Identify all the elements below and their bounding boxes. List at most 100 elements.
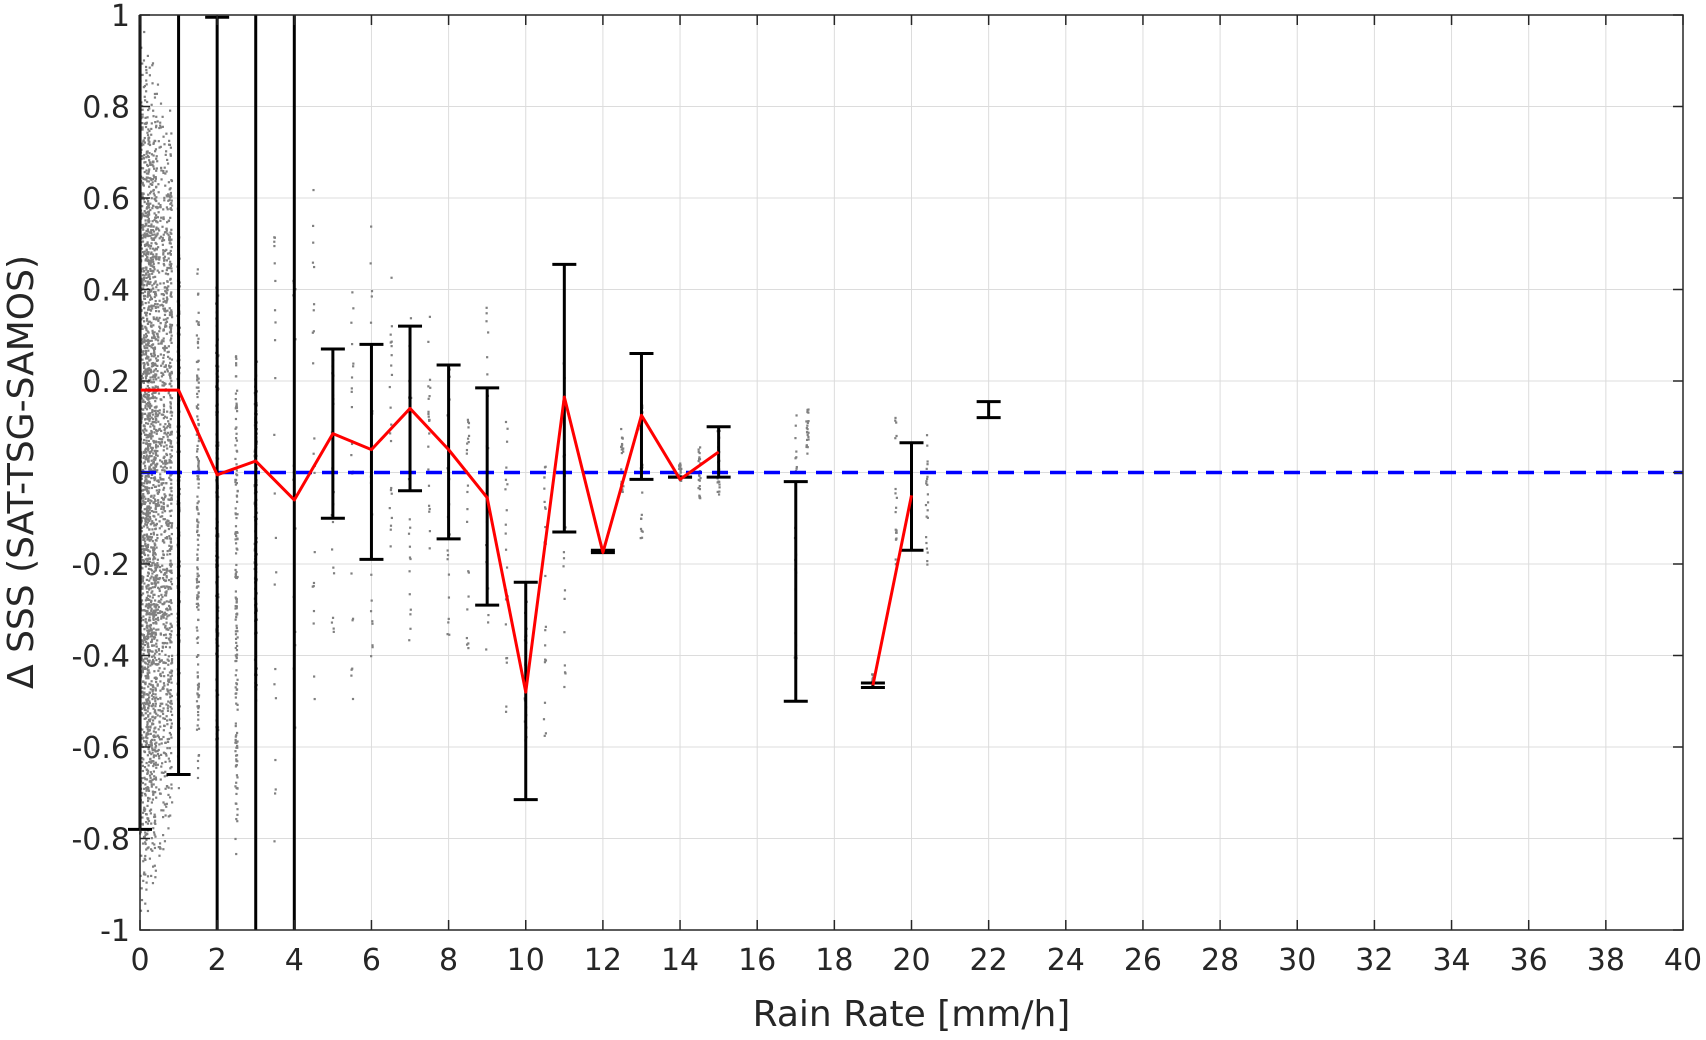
scatter-point	[147, 221, 150, 224]
scatter-point	[170, 445, 174, 448]
scatter-point	[925, 536, 928, 539]
scatter-point	[159, 126, 163, 129]
scatter-point	[165, 426, 168, 429]
scatter-point	[167, 815, 170, 818]
scatter-point	[142, 214, 145, 217]
scatter-point	[165, 571, 168, 574]
scatter-point	[159, 219, 162, 222]
scatter-point	[142, 740, 146, 743]
scatter-point	[160, 496, 164, 499]
scatter-point	[143, 666, 146, 669]
scatter-point	[157, 619, 160, 622]
scatter-point	[639, 537, 642, 540]
scatter-point	[330, 621, 334, 624]
scatter-point	[170, 502, 173, 505]
scatter-point	[154, 465, 158, 468]
scatter-point	[196, 268, 199, 271]
scatter-point	[154, 299, 157, 303]
scatter-point	[926, 509, 929, 512]
scatter-point	[197, 323, 201, 326]
scatter-point	[465, 448, 469, 452]
scatter-point	[154, 553, 157, 556]
scatter-point	[147, 203, 150, 207]
scatter-point	[196, 530, 199, 534]
scatter-point	[147, 202, 150, 205]
scatter-point	[562, 551, 566, 554]
scatter-point	[165, 150, 168, 153]
scatter-point	[427, 445, 430, 448]
scatter-point	[151, 865, 155, 868]
scatter-point	[162, 328, 165, 331]
scatter-point	[165, 433, 168, 436]
scatter-point	[154, 175, 157, 179]
scatter-point	[805, 420, 808, 423]
scatter-point	[150, 781, 153, 784]
scatter-point	[150, 153, 154, 156]
scatter-point	[140, 157, 143, 161]
scatter-point	[141, 603, 144, 606]
scatter-point	[234, 596, 237, 599]
scatter-point	[160, 178, 163, 181]
scatter-point	[147, 172, 150, 175]
scatter-point	[805, 438, 809, 442]
scatter-point	[234, 532, 237, 535]
scatter-point	[141, 502, 144, 506]
scatter-point	[147, 491, 150, 494]
scatter-point	[152, 603, 156, 606]
scatter-point	[161, 564, 164, 567]
scatter-point	[168, 535, 171, 538]
scatter-point	[157, 647, 160, 651]
scatter-point	[146, 317, 149, 320]
scatter-point	[152, 460, 155, 464]
scatter-point	[351, 291, 354, 294]
scatter-point	[148, 129, 151, 133]
scatter-point	[168, 307, 171, 310]
scatter-point	[141, 351, 144, 354]
scatter-point	[170, 630, 173, 633]
scatter-point	[142, 59, 146, 62]
scatter-point	[154, 305, 157, 309]
scatter-point	[170, 532, 173, 536]
scatter-point	[148, 744, 152, 747]
scatter-point	[166, 266, 169, 270]
scatter-point	[154, 418, 158, 421]
scatter-point	[197, 422, 200, 426]
scatter-point	[197, 654, 200, 657]
scatter-point	[196, 457, 199, 460]
scatter-point	[149, 532, 153, 536]
scatter-point	[149, 290, 153, 293]
scatter-point	[158, 316, 161, 320]
scatter-point	[141, 728, 144, 731]
scatter-point	[157, 736, 161, 739]
scatter-point	[170, 752, 173, 755]
scatter-point	[158, 412, 161, 415]
scatter-point	[151, 751, 154, 754]
scatter-point	[150, 251, 153, 254]
scatter-point	[153, 197, 156, 201]
scatter-point	[159, 121, 162, 124]
scatter-point	[145, 848, 148, 851]
scatter-point	[158, 589, 161, 593]
scatter-point	[162, 300, 165, 303]
scatter-point	[145, 621, 148, 624]
scatter-point	[197, 482, 200, 485]
scatter-point	[168, 422, 171, 425]
scatter-point	[164, 249, 167, 253]
scatter-point	[169, 710, 173, 713]
scatter-point	[427, 504, 431, 507]
scatter-point	[151, 364, 155, 367]
scatter-point	[146, 505, 149, 508]
scatter-point	[145, 334, 148, 338]
scatter-point	[140, 887, 143, 890]
scatter-point	[147, 543, 150, 546]
scatter-point	[160, 617, 163, 620]
scatter-point	[146, 384, 149, 388]
scatter-point	[563, 589, 567, 592]
scatter-point	[235, 852, 238, 856]
scatter-point	[150, 591, 153, 594]
scatter-point	[195, 579, 199, 582]
scatter-point	[166, 709, 170, 712]
scatter-point	[163, 752, 166, 755]
scatter-point	[170, 479, 173, 482]
scatter-point	[152, 521, 155, 525]
